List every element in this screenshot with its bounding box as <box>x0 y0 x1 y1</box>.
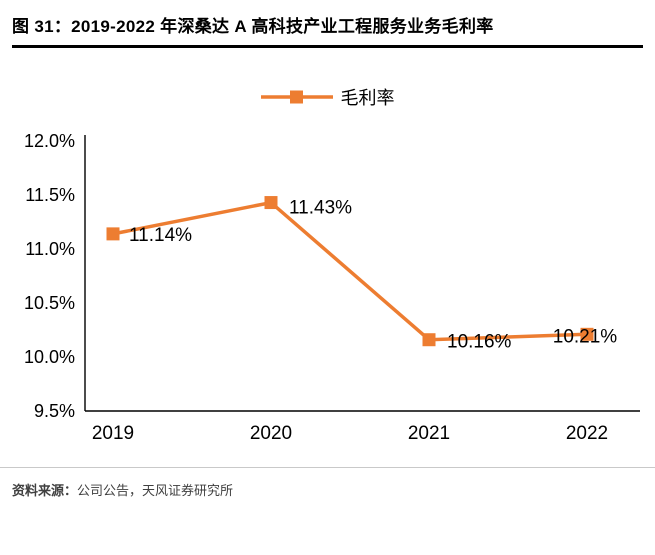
footer-divider <box>0 467 655 468</box>
y-tick-label: 11.5% <box>25 185 75 205</box>
legend-square <box>289 90 303 104</box>
line-chart: 9.5% 10.0% 10.5% 11.0% 11.5% 12.0% 2019 2020 202… <box>24 131 640 444</box>
data-point-marker <box>580 327 594 341</box>
data-point-marker <box>422 333 436 347</box>
report-figure-page: 图 31：2019-2022 年深桑达 A 高科技产业工程服务业务毛利率 毛利率… <box>0 12 655 555</box>
y-tick-label: 11.0% <box>25 239 75 259</box>
x-tick-label: 2019 <box>92 423 134 444</box>
source-text: 公司公告，天风证券研究所 <box>77 483 234 498</box>
data-label: 10.21% <box>553 326 618 347</box>
x-tick-label: 2022 <box>566 423 608 444</box>
series-line <box>112 200 588 342</box>
chart-legend: 毛利率 <box>0 84 655 110</box>
y-tick-label: 9.5% <box>34 401 75 421</box>
figure-title-text: 图 31：2019-2022 年深桑达 A 高科技产业工程服务业务毛利率 <box>12 17 494 36</box>
figure-title: 图 31：2019-2022 年深桑达 A 高科技产业工程服务业务毛利率 <box>12 12 643 48</box>
legend-marker-icon <box>260 90 333 104</box>
data-point-marker <box>106 227 120 241</box>
chart-area: 9.5% 10.0% 10.5% 11.0% 11.5% 12.0% 2019 2020 202… <box>0 126 655 461</box>
source-label: 资料来源： <box>12 483 78 498</box>
y-tick-label: 12.0% <box>24 131 75 151</box>
legend-label: 毛利率 <box>340 88 395 108</box>
x-tick-label: 2020 <box>250 423 292 444</box>
data-label: 11.14% <box>129 225 192 246</box>
source-note: 资料来源：公司公告，天风证券研究所 <box>12 480 643 499</box>
y-tick-label: 10.5% <box>24 293 75 313</box>
data-label: 11.43% <box>289 198 352 219</box>
data-point-marker <box>264 196 278 210</box>
x-tick-label: 2021 <box>408 423 450 444</box>
y-tick-label: 10.0% <box>24 347 75 367</box>
data-label: 10.16% <box>447 332 512 353</box>
